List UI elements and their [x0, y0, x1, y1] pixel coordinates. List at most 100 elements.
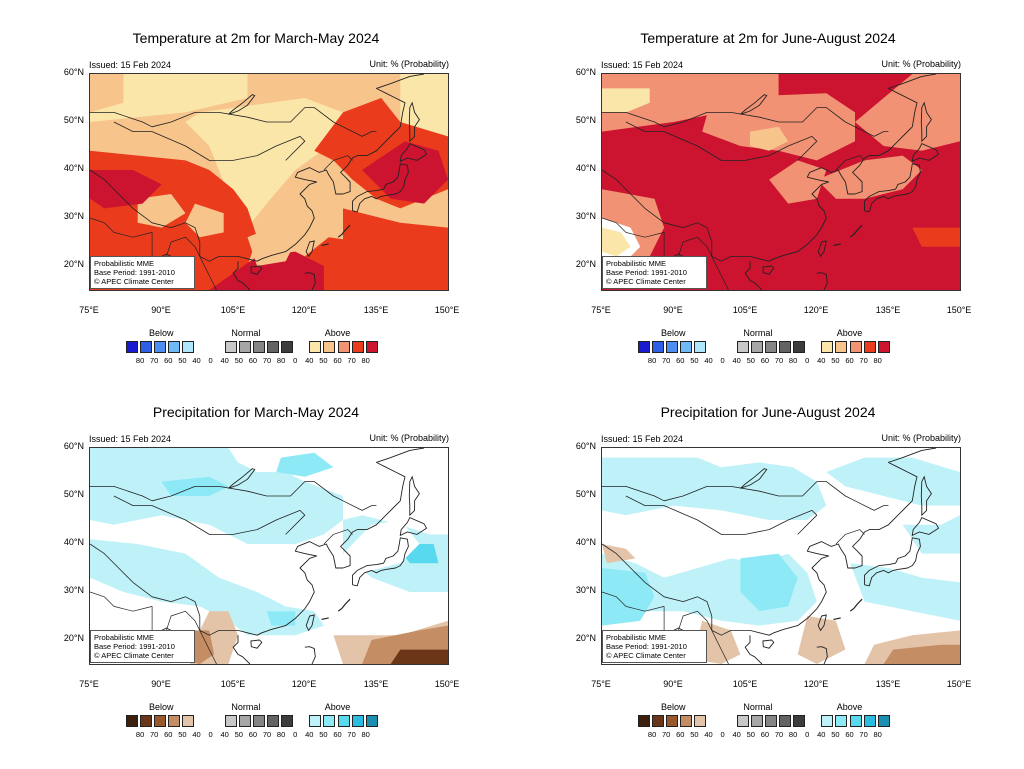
legend-swatch	[877, 341, 890, 353]
probability-region	[408, 101, 420, 143]
legend-tick: 80	[361, 730, 370, 739]
legend-tick: 50	[690, 730, 699, 739]
lat-label: 40°N	[575, 537, 596, 547]
probability-region	[912, 227, 960, 247]
coastline	[352, 537, 409, 587]
probability-region	[266, 611, 296, 626]
legend-tick: 40	[732, 356, 741, 365]
legend-tick: 40	[305, 730, 314, 739]
border-line	[625, 121, 818, 161]
probability-region	[90, 170, 162, 209]
legend-swatch	[252, 715, 265, 727]
legend-swatch	[210, 341, 223, 353]
legend-swatch	[182, 341, 195, 353]
forecast-map	[601, 73, 961, 291]
legend-swatch	[323, 341, 336, 353]
border-line	[602, 107, 889, 137]
info-line: Probabilistic MME	[606, 259, 667, 268]
coastline	[849, 224, 863, 238]
coastline	[816, 646, 828, 664]
border-line	[113, 495, 306, 535]
lat-label: 40°N	[63, 537, 84, 547]
probability-region	[408, 475, 420, 517]
legend-swatch	[694, 341, 707, 353]
legend-tick: 80	[788, 356, 798, 365]
legend-swatch	[267, 341, 279, 353]
probability-region	[797, 616, 846, 664]
lon-label: 120°E	[803, 305, 829, 315]
legend-swatch	[252, 341, 265, 353]
legend-swatch	[351, 715, 364, 727]
lon-label: 135°E	[875, 305, 901, 315]
legend-swatch	[863, 341, 876, 353]
legend-swatch	[365, 341, 378, 353]
lon-label: 150°E	[434, 305, 460, 315]
issued-date: Issued: 15 Feb 2024	[89, 434, 172, 444]
probability-region	[90, 539, 324, 636]
lat-label: 50°N	[575, 115, 596, 125]
lon-label: 150°E	[946, 305, 972, 315]
issued-date: Issued: 15 Feb 2024	[601, 60, 684, 70]
legend-group-above: Above	[836, 702, 863, 712]
legend-tick: 70	[150, 356, 159, 365]
lon-label: 75°E	[79, 679, 99, 689]
lon-label: 90°E	[663, 679, 683, 689]
lon-label: 120°E	[291, 679, 317, 689]
legend-swatch	[140, 715, 153, 727]
legend-swatch	[863, 715, 876, 727]
legend-swatch	[168, 715, 181, 727]
border-line	[602, 217, 665, 238]
lon-label: 120°E	[291, 305, 317, 315]
coastline	[864, 163, 921, 213]
color-legend: Below Normal Above 80 70 60 50 40 0 40 50 60 70 80 0 40…	[126, 328, 408, 368]
legend-group-normal: Normal	[743, 328, 773, 338]
lon-label: 75°E	[591, 305, 611, 315]
border-line	[90, 591, 153, 612]
panel-title: Temperature at 2m for June-August 2024	[640, 30, 896, 46]
issued-date: Issued: 15 Feb 2024	[601, 434, 684, 444]
info-line: Base Period: 1991-2010	[94, 268, 175, 277]
probability-region	[702, 93, 855, 161]
legend-group-normal: Normal	[743, 702, 773, 712]
border-line	[602, 591, 665, 612]
legend-swatch	[779, 341, 791, 353]
legend-swatch	[295, 341, 308, 353]
lon-label: 105°E	[220, 305, 246, 315]
legend-swatch	[708, 715, 721, 727]
coastline	[304, 646, 316, 664]
legend-swatch	[807, 715, 820, 727]
legend-group-below: Below	[660, 702, 686, 712]
legend-swatch	[849, 715, 862, 727]
legend-swatch	[351, 341, 364, 353]
lat-label: 30°N	[575, 211, 596, 221]
legend-tick: 80	[135, 730, 145, 739]
panel-temp-mam: Temperature at 2m for March-May 2024 Iss…	[0, 0, 512, 384]
probability-region	[602, 457, 827, 520]
coastline	[744, 635, 763, 664]
legend-swatch	[281, 341, 294, 353]
legend-tick: 70	[774, 356, 784, 365]
probability-region	[750, 126, 789, 151]
legend-tick: 40	[817, 730, 826, 739]
probability-region	[816, 155, 922, 199]
forecast-map	[89, 447, 449, 665]
legend-swatch	[793, 341, 806, 353]
legend-group-above: Above	[324, 702, 351, 712]
legend-tick: 80	[361, 356, 370, 365]
legend-swatch	[126, 341, 138, 353]
legend-swatch	[281, 715, 294, 727]
legend-group-below: Below	[660, 328, 686, 338]
legend-tick: 50	[831, 730, 840, 739]
legend-tick: 0	[805, 356, 810, 365]
legend-swatch	[821, 715, 834, 727]
legend-group-below: Below	[148, 328, 174, 338]
lon-label: 135°E	[363, 679, 389, 689]
legend-swatch	[365, 715, 378, 727]
probability-region	[740, 468, 768, 489]
probability-region	[920, 101, 932, 143]
lon-label: 90°E	[151, 679, 171, 689]
map-canvas	[90, 74, 448, 290]
legend-swatch	[196, 715, 209, 727]
coastline	[337, 598, 351, 612]
probability-region	[850, 563, 960, 621]
